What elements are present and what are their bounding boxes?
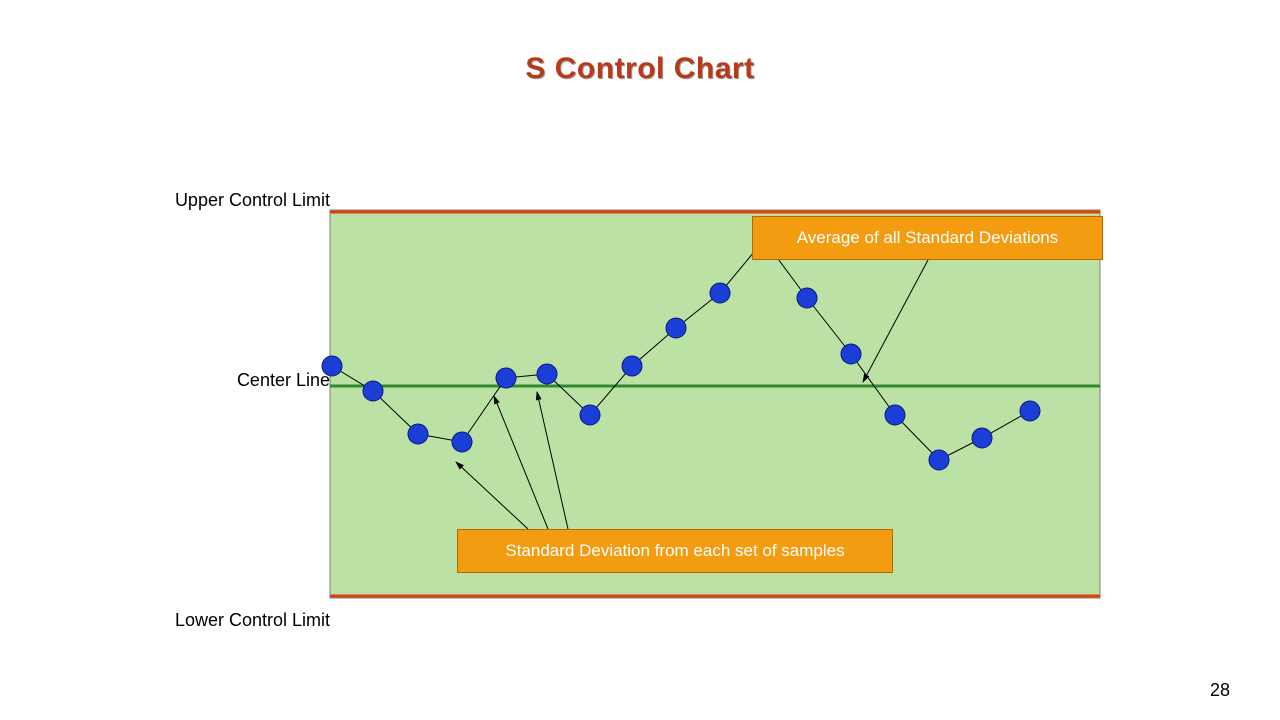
avg-callout-text: Average of all Standard Deviations [797,228,1058,248]
data-point [929,450,949,470]
data-point [622,356,642,376]
data-point [580,405,600,425]
page-number: 28 [1210,680,1230,701]
data-point [797,288,817,308]
data-point [363,381,383,401]
data-point [972,428,992,448]
data-point [885,405,905,425]
data-point [537,364,557,384]
data-point [322,356,342,376]
sd-callout-text: Standard Deviation from each set of samp… [505,541,844,561]
control-chart [0,0,1280,720]
data-point [666,318,686,338]
sd-callout: Standard Deviation from each set of samp… [457,529,893,573]
data-point [452,432,472,452]
avg-callout: Average of all Standard Deviations [752,216,1103,260]
data-point [710,283,730,303]
data-point [841,344,861,364]
data-point [408,424,428,444]
data-point [1020,401,1040,421]
data-point [496,368,516,388]
